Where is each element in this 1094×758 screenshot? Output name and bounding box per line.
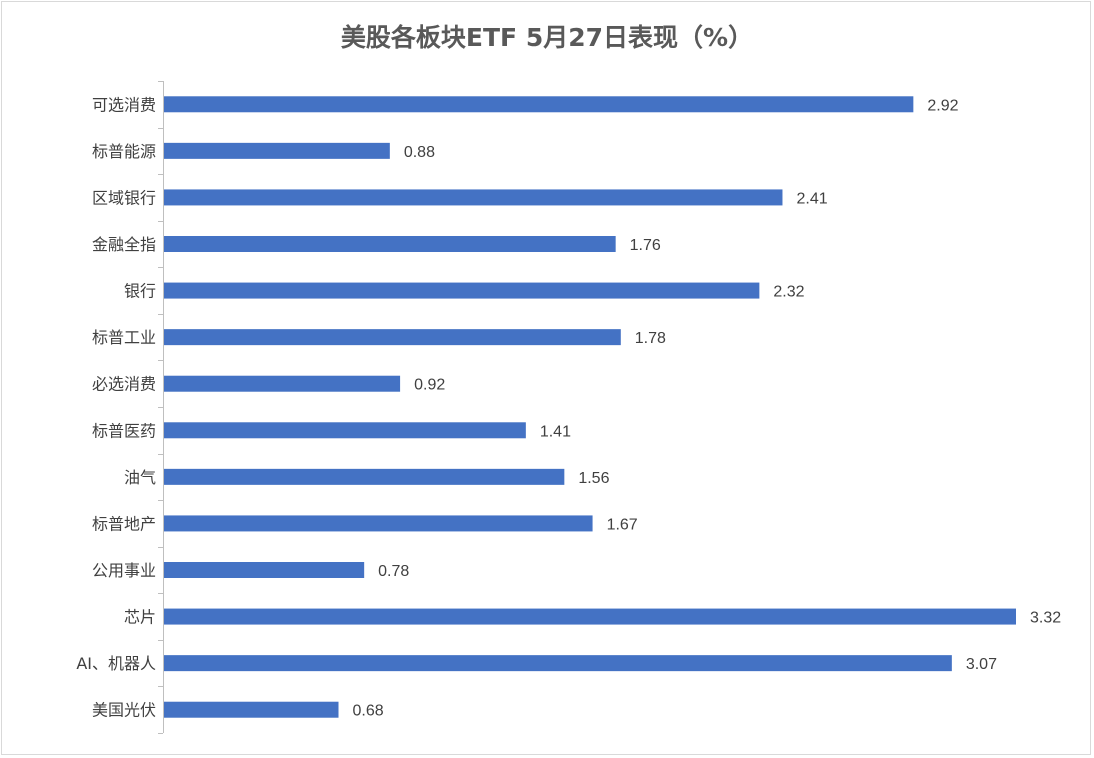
category-label: 银行 [124, 282, 156, 301]
category-label: 可选消费 [92, 95, 156, 114]
category-label: 标普能源 [92, 142, 156, 161]
bar [164, 515, 593, 532]
category-label: 必选消费 [92, 375, 156, 394]
bar [164, 282, 760, 299]
category-label: 标普工业 [92, 328, 156, 347]
category-label: 美国光伏 [92, 701, 156, 720]
bar [164, 142, 390, 159]
bar [164, 236, 616, 252]
bar [164, 608, 1016, 625]
bar [164, 329, 621, 346]
data-label: 1.76 [630, 237, 661, 254]
data-label: 0.78 [378, 563, 409, 580]
category-label: 标普医药 [92, 421, 156, 440]
data-label: 2.92 [927, 97, 958, 114]
category-label: 区域银行 [92, 188, 156, 207]
bar [164, 189, 783, 206]
category-label: 标普地产 [92, 514, 156, 533]
data-label: 2.41 [796, 190, 827, 207]
data-label: 1.56 [578, 470, 609, 487]
bar [164, 422, 526, 439]
data-label: 0.92 [414, 377, 445, 394]
data-label: 2.32 [773, 284, 804, 301]
bar [164, 655, 952, 672]
data-label: 0.68 [353, 703, 384, 720]
bar [164, 562, 365, 578]
category-label: AI、机器人 [76, 654, 156, 673]
data-label: 1.41 [540, 423, 571, 440]
bar [164, 701, 339, 718]
category-label: 公用事业 [92, 561, 156, 580]
data-label: 3.07 [966, 656, 997, 673]
data-label: 1.67 [607, 516, 638, 533]
chart-title: 美股各板块ETF 5月27日表现（%） [340, 23, 754, 52]
bar [164, 96, 914, 113]
category-label: 芯片 [124, 608, 156, 627]
data-label: 0.88 [404, 144, 435, 161]
data-label: 1.78 [635, 330, 666, 347]
category-label: 油气 [124, 468, 156, 487]
bar [164, 468, 565, 485]
data-label: 3.32 [1030, 610, 1061, 627]
bar [164, 375, 401, 392]
category-label: 金融全指 [92, 235, 156, 254]
